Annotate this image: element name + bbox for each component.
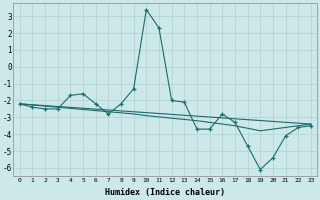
X-axis label: Humidex (Indice chaleur): Humidex (Indice chaleur) bbox=[105, 188, 225, 197]
